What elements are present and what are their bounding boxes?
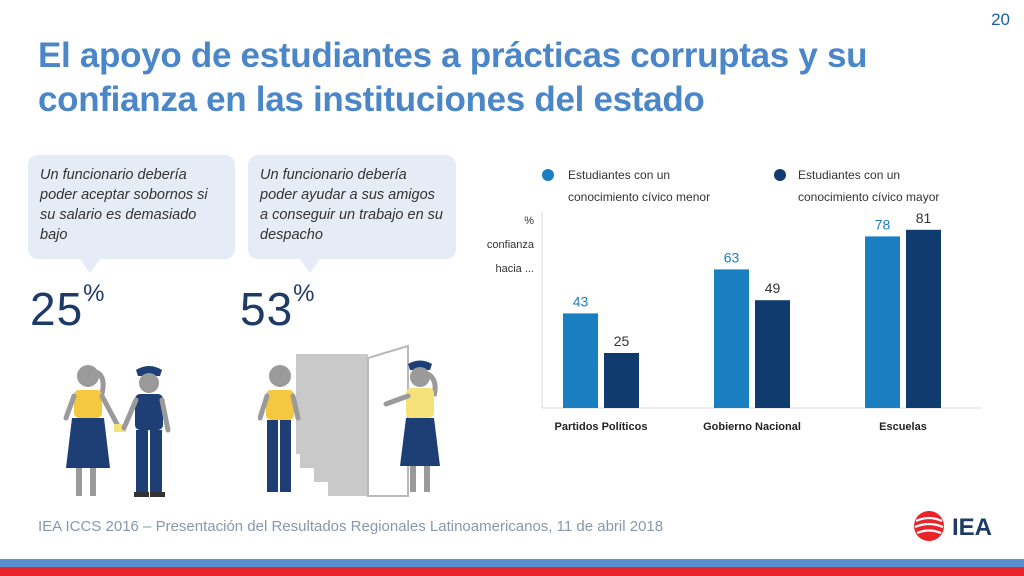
- footer-band-red: [0, 567, 1024, 576]
- x-tick-label-2: Escuelas: [879, 421, 927, 433]
- percent-sign-friends: %: [293, 280, 316, 307]
- y-label-line3: hacia ...: [495, 263, 534, 275]
- legend-label-low-line1: Estudiantes con un: [568, 168, 670, 182]
- percent-value-friends: 53: [240, 283, 294, 335]
- legend-label-low-line2: conocimiento cívico menor: [568, 190, 710, 204]
- y-label-line2: confianza: [487, 239, 535, 251]
- data-label-2-0: 78: [875, 216, 891, 232]
- bar-2-1: [906, 229, 941, 408]
- bar-0-0: [563, 313, 598, 408]
- bar-0-1: [604, 353, 639, 408]
- data-label-2-1: 81: [916, 210, 932, 226]
- data-label-0-1: 25: [614, 333, 630, 349]
- bubble-text-bribes: Un funcionario debería poder aceptar sob…: [40, 167, 208, 243]
- bar-2-0: [865, 236, 900, 408]
- percent-friends: 53%: [240, 280, 316, 336]
- bar-1-0: [714, 269, 749, 408]
- trust-bar-chart: Estudiantes con un conocimiento cívico m…: [487, 168, 982, 433]
- data-label-0-0: 43: [573, 293, 589, 309]
- speech-bubble-friends: Un funcionario debería poder ayudar a su…: [248, 155, 456, 273]
- legend-marker-low: [542, 169, 554, 181]
- legend-marker-high: [774, 169, 786, 181]
- x-tick-label-0: Partidos Políticos: [555, 421, 648, 433]
- percent-value-bribes: 25: [30, 283, 84, 335]
- illustration-bribe-icon: [63, 365, 171, 497]
- percent-bribes: 25%: [30, 280, 106, 336]
- iea-logo: IEA: [914, 511, 992, 541]
- illustration-favor-icon: [258, 344, 440, 497]
- x-tick-label-1: Gobierno Nacional: [703, 421, 801, 433]
- percent-sign-bribes: %: [83, 280, 106, 307]
- chart-bars: 43 25 Partidos Políticos 63 49 Gobierno Nacio…: [555, 210, 941, 433]
- data-label-1-0: 63: [724, 249, 740, 265]
- data-label-1-1: 49: [765, 280, 781, 296]
- y-label-line1: %: [524, 215, 534, 227]
- legend-label-high-line1: Estudiantes con un: [798, 168, 900, 182]
- speech-bubble-bribes: Un funcionario debería poder aceptar sob…: [28, 155, 235, 273]
- bubble-text-friends: Un funcionario debería poder ayudar a su…: [260, 167, 443, 243]
- footer-band-blue: [0, 559, 1024, 567]
- page-title: El apoyo de estudiantes a prácticas corr…: [38, 36, 868, 119]
- page-number: 20: [991, 10, 1010, 29]
- chart-legend: Estudiantes con un conocimiento cívico m…: [542, 168, 939, 204]
- logo-text: IEA: [952, 514, 992, 541]
- footer-text: IEA ICCS 2016 – Presentación del Resulta…: [38, 518, 664, 535]
- legend-label-high-line2: conocimiento cívico mayor: [798, 190, 939, 204]
- bar-1-1: [755, 300, 790, 408]
